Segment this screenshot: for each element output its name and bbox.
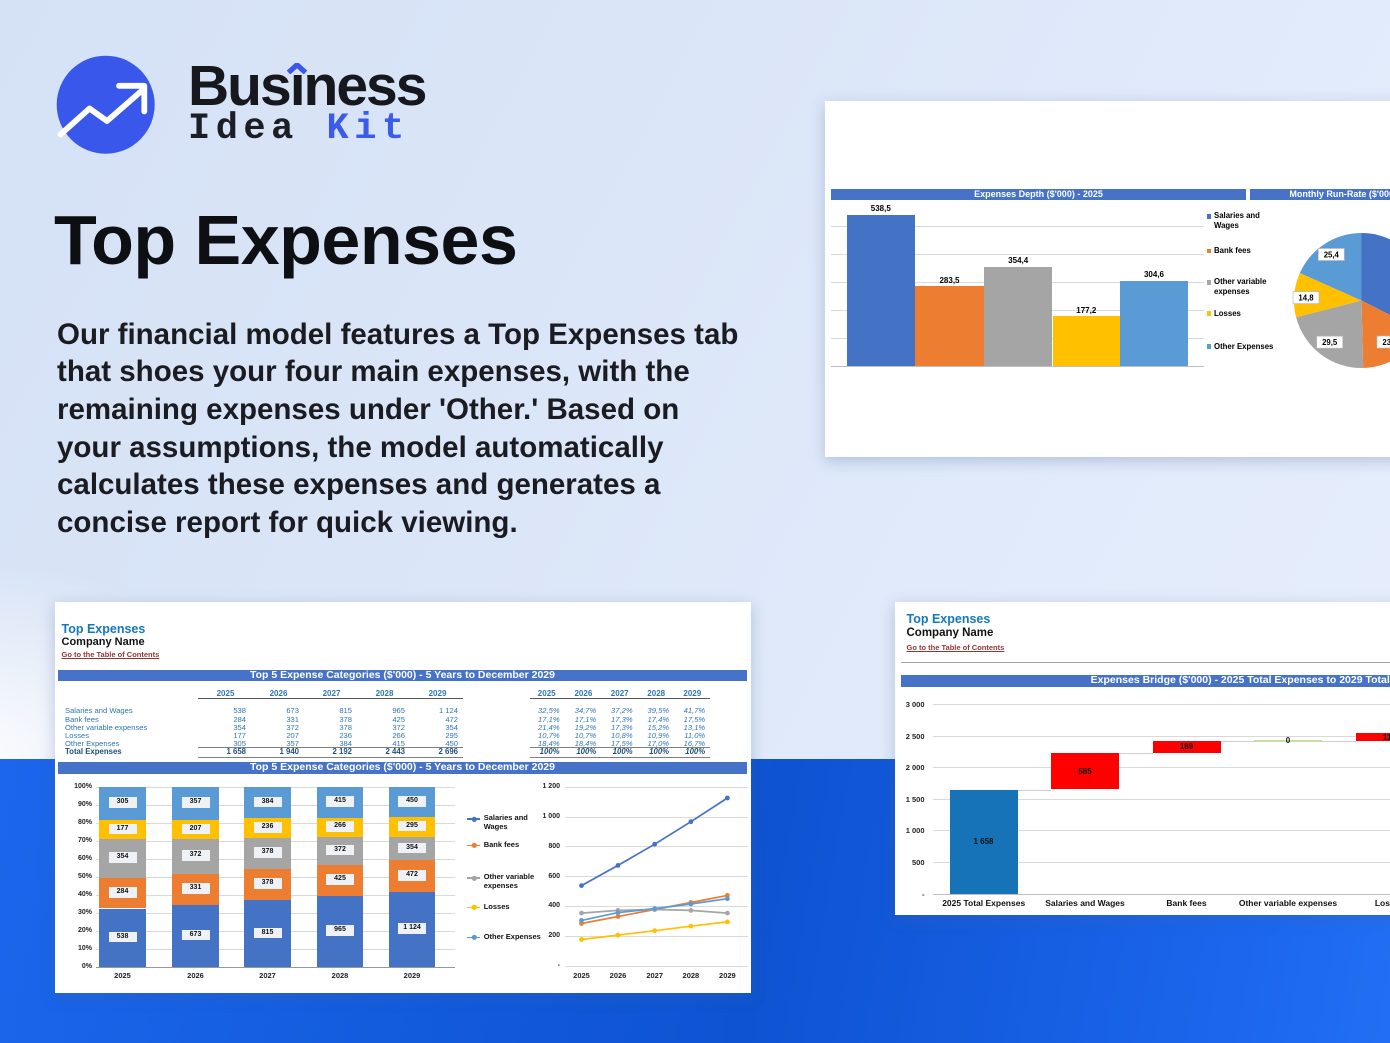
svg-text:14,8: 14,8 <box>1298 294 1314 303</box>
svg-text:23,6: 23,6 <box>1382 338 1390 347</box>
svg-text:29,5: 29,5 <box>1322 338 1338 347</box>
svg-text:25,4: 25,4 <box>1324 251 1340 260</box>
